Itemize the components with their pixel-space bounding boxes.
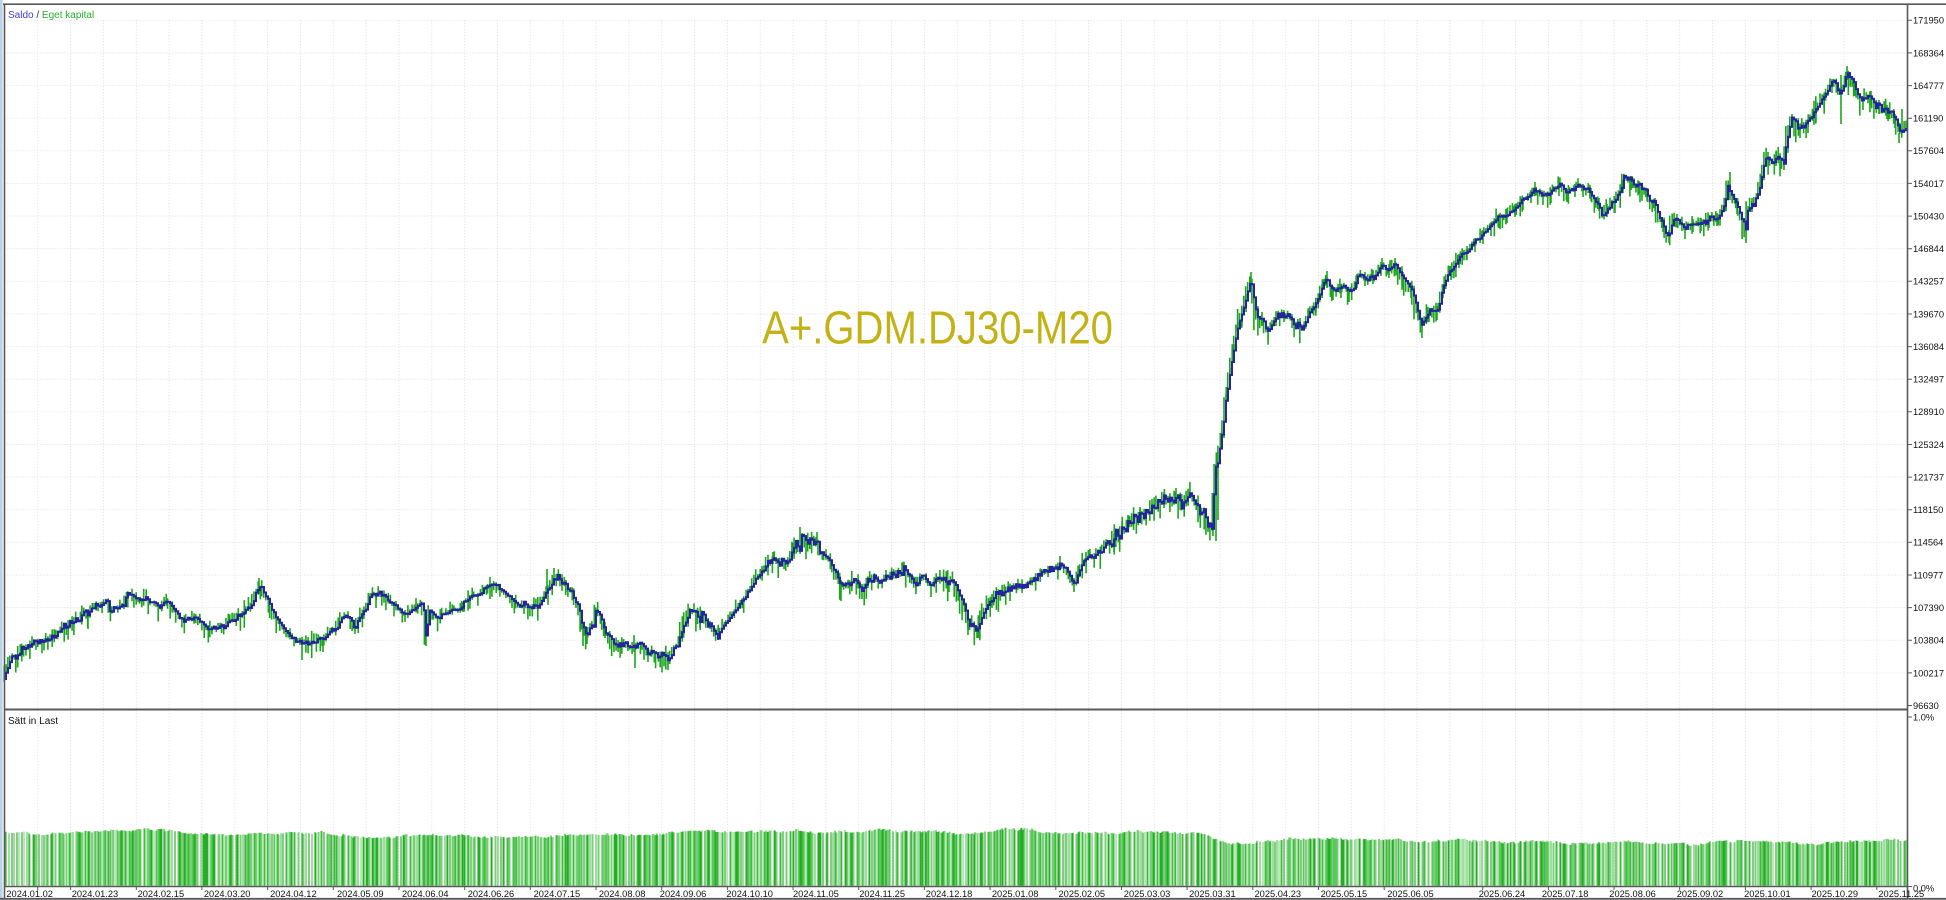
svg-text:2024.11.25: 2024.11.25 — [859, 889, 905, 899]
svg-text:2024.05.09: 2024.05.09 — [337, 889, 384, 899]
svg-text:146844: 146844 — [1913, 244, 1944, 254]
svg-text:A+.GDM.DJ30-M20: A+.GDM.DJ30-M20 — [762, 303, 1113, 354]
svg-text:2025.07.18: 2025.07.18 — [1542, 889, 1589, 899]
svg-text:107390: 107390 — [1913, 603, 1944, 613]
svg-text:2024.01.23: 2024.01.23 — [72, 889, 119, 899]
svg-text:139670: 139670 — [1913, 309, 1944, 319]
svg-text:100217: 100217 — [1913, 668, 1944, 678]
svg-text:128910: 128910 — [1913, 407, 1944, 417]
svg-text:2025.03.03: 2025.03.03 — [1124, 889, 1171, 899]
svg-text:164777: 164777 — [1913, 81, 1944, 91]
svg-text:157604: 157604 — [1913, 146, 1944, 156]
svg-text:0.0%: 0.0% — [1913, 884, 1934, 894]
svg-text:2024.01.02: 2024.01.02 — [6, 889, 53, 899]
svg-text:2024.07.15: 2024.07.15 — [534, 889, 581, 899]
svg-text:2025.10.29: 2025.10.29 — [1812, 889, 1859, 899]
svg-text:2025.09.02: 2025.09.02 — [1677, 889, 1724, 899]
svg-text:Saldo / Eget kapital: Saldo / Eget kapital — [8, 10, 94, 21]
svg-text:2024.03.20: 2024.03.20 — [204, 889, 251, 899]
svg-text:2025.11.25: 2025.11.25 — [1878, 889, 1924, 899]
svg-text:2024.12.18: 2024.12.18 — [926, 889, 973, 899]
svg-text:Sätt in Last: Sätt in Last — [8, 716, 58, 727]
svg-text:110977: 110977 — [1913, 570, 1943, 580]
svg-text:103804: 103804 — [1913, 636, 1944, 646]
svg-text:2025.02.05: 2025.02.05 — [1059, 889, 1106, 899]
svg-text:168364: 168364 — [1913, 48, 1944, 58]
svg-text:150430: 150430 — [1913, 212, 1944, 222]
svg-text:96630: 96630 — [1913, 701, 1939, 711]
svg-text:125324: 125324 — [1913, 440, 1944, 450]
svg-text:171950: 171950 — [1913, 16, 1944, 26]
svg-text:2024.08.08: 2024.08.08 — [599, 889, 646, 899]
svg-text:121737: 121737 — [1913, 473, 1944, 483]
svg-text:2024.10.10: 2024.10.10 — [726, 889, 773, 899]
svg-text:2025.08.06: 2025.08.06 — [1609, 889, 1656, 899]
svg-text:154017: 154017 — [1913, 179, 1944, 189]
svg-text:2024.09.06: 2024.09.06 — [660, 889, 707, 899]
svg-text:118150: 118150 — [1913, 505, 1943, 515]
svg-text:2024.06.26: 2024.06.26 — [468, 889, 515, 899]
svg-text:161190: 161190 — [1913, 114, 1943, 124]
svg-text:143257: 143257 — [1913, 277, 1944, 287]
svg-text:2025.10.01: 2025.10.01 — [1744, 889, 1791, 899]
svg-text:2024.02.15: 2024.02.15 — [138, 889, 185, 899]
svg-text:136084: 136084 — [1913, 342, 1944, 352]
svg-text:132497: 132497 — [1913, 375, 1944, 385]
svg-text:2024.06.04: 2024.06.04 — [402, 889, 449, 899]
svg-text:2025.01.08: 2025.01.08 — [992, 889, 1039, 899]
svg-text:2025.04.23: 2025.04.23 — [1255, 889, 1302, 899]
svg-text:2025.03.31: 2025.03.31 — [1189, 889, 1236, 899]
svg-text:2024.11.05: 2024.11.05 — [793, 889, 839, 899]
svg-text:1.0%: 1.0% — [1913, 713, 1934, 723]
svg-text:2025.06.24: 2025.06.24 — [1479, 889, 1526, 899]
svg-text:114564: 114564 — [1913, 538, 1943, 548]
svg-text:2025.06.05: 2025.06.05 — [1387, 889, 1434, 899]
svg-text:2025.05.15: 2025.05.15 — [1321, 889, 1368, 899]
svg-text:2024.04.12: 2024.04.12 — [270, 889, 317, 899]
